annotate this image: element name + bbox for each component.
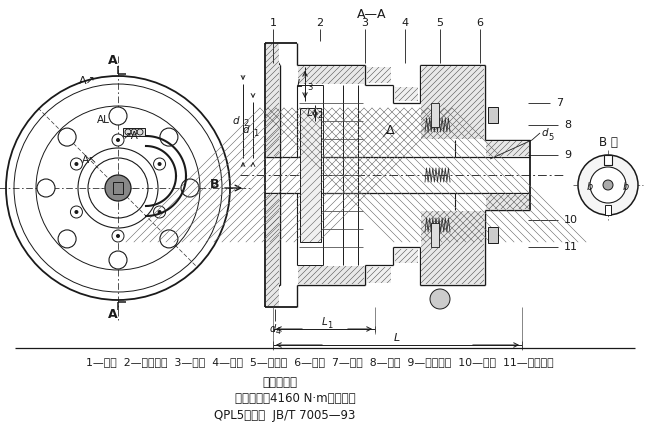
Circle shape — [160, 230, 178, 248]
Text: 1: 1 — [270, 18, 276, 28]
Text: d: d — [270, 324, 276, 334]
Bar — [431, 103, 439, 127]
Circle shape — [75, 162, 79, 166]
Circle shape — [75, 210, 79, 214]
Text: 7: 7 — [556, 98, 563, 108]
Text: 2: 2 — [317, 18, 324, 28]
Text: 额定转矩为4160 N·m的离合器: 额定转矩为4160 N·m的离合器 — [235, 392, 356, 406]
Bar — [266, 194, 279, 306]
Text: d: d — [233, 116, 239, 126]
Text: 2: 2 — [243, 120, 248, 128]
Bar — [298, 66, 364, 84]
Circle shape — [112, 230, 124, 242]
Bar — [486, 141, 529, 156]
Text: 3: 3 — [361, 18, 369, 28]
Text: 8: 8 — [564, 120, 571, 130]
Text: b: b — [587, 182, 593, 192]
Bar — [431, 223, 439, 247]
Circle shape — [116, 234, 120, 238]
Bar — [263, 35, 548, 315]
Text: L: L — [322, 317, 328, 327]
Text: 3: 3 — [307, 82, 313, 91]
Circle shape — [37, 179, 55, 197]
Text: L: L — [306, 108, 312, 118]
Circle shape — [58, 230, 76, 248]
Circle shape — [181, 179, 199, 197]
Text: ↗A: ↗A — [123, 131, 139, 141]
Circle shape — [153, 206, 166, 218]
Circle shape — [157, 210, 162, 214]
Bar — [367, 267, 391, 283]
Text: AL: AL — [97, 115, 110, 125]
Bar — [605, 205, 611, 215]
Circle shape — [430, 289, 450, 309]
Circle shape — [70, 206, 83, 218]
Text: A↗: A↗ — [79, 76, 96, 86]
Bar — [395, 87, 418, 101]
Circle shape — [160, 128, 178, 146]
Text: 1: 1 — [328, 321, 333, 330]
Bar — [367, 67, 391, 83]
Bar — [266, 44, 279, 156]
Bar — [421, 66, 484, 139]
Circle shape — [153, 158, 166, 170]
Circle shape — [116, 138, 120, 142]
Text: A: A — [108, 53, 118, 67]
Bar — [488, 227, 498, 243]
Circle shape — [70, 158, 83, 170]
Text: 5: 5 — [437, 18, 443, 28]
Circle shape — [112, 134, 124, 146]
Text: B 向: B 向 — [599, 137, 617, 149]
Text: A—A: A—A — [358, 7, 387, 20]
Text: 4: 4 — [276, 328, 280, 336]
Bar — [395, 249, 418, 263]
Circle shape — [157, 162, 162, 166]
Text: B: B — [210, 179, 220, 191]
Text: A: A — [108, 307, 118, 321]
Text: 5: 5 — [548, 132, 553, 142]
Text: Δ: Δ — [385, 123, 395, 137]
Text: d: d — [242, 125, 249, 135]
Text: QPL5离合器  JB/T 7005—93: QPL5离合器 JB/T 7005—93 — [214, 408, 356, 422]
Bar — [298, 266, 364, 284]
Text: 10: 10 — [564, 215, 578, 225]
Bar — [300, 108, 321, 242]
Circle shape — [105, 175, 131, 201]
Text: b: b — [623, 182, 629, 192]
Circle shape — [109, 251, 127, 269]
Text: L: L — [394, 333, 400, 343]
Text: d: d — [542, 128, 549, 138]
Bar — [486, 194, 529, 209]
Circle shape — [603, 180, 613, 190]
Bar — [421, 211, 484, 284]
Text: 1: 1 — [253, 128, 258, 138]
Text: L: L — [296, 79, 302, 89]
Circle shape — [578, 155, 638, 215]
Text: 9: 9 — [564, 150, 571, 160]
Bar — [123, 128, 145, 136]
Text: 2: 2 — [317, 112, 322, 120]
Circle shape — [58, 128, 76, 146]
Text: 11: 11 — [564, 242, 578, 252]
Text: 标记示例：: 标记示例： — [263, 375, 298, 389]
Text: 1—壳体  2—紧定螺钉  3—轴套  4—内盘  5—摩擦盘  6—压板  7—气囊  8—隔盘  9—复位弹簧  10—螺钉  11—半圆垫片: 1—壳体 2—紧定螺钉 3—轴套 4—内盘 5—摩擦盘 6—压板 7—气囊 8—… — [86, 357, 554, 367]
Text: 4: 4 — [402, 18, 409, 28]
Text: 6: 6 — [476, 18, 484, 28]
Circle shape — [590, 167, 626, 203]
Bar — [488, 107, 498, 123]
Circle shape — [109, 107, 127, 125]
Circle shape — [1, 71, 235, 305]
Bar — [113, 182, 123, 194]
Bar — [604, 155, 612, 165]
Text: A↖: A↖ — [82, 155, 98, 165]
